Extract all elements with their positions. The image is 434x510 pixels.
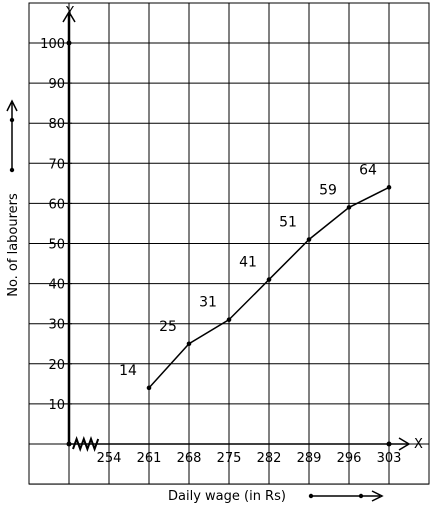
y-tick-label: 20 <box>48 358 65 373</box>
data-label: 25 <box>159 319 177 335</box>
data-label: 14 <box>119 363 137 379</box>
x-tick-label: 282 <box>257 451 282 466</box>
y-direction-dot <box>9 117 15 123</box>
data-point <box>386 185 392 190</box>
y-tick-label: 40 <box>48 278 65 293</box>
x-tick-label: 254 <box>97 451 122 466</box>
data-point <box>346 205 352 210</box>
y-tick-label: 80 <box>48 117 65 132</box>
y-tick-label: 60 <box>48 197 65 212</box>
data-series <box>146 185 392 391</box>
x-axis-letter: X <box>414 437 423 452</box>
x-tick-label: 275 <box>217 451 242 466</box>
x-axis-break-zigzag <box>72 436 100 452</box>
grid <box>28 2 430 485</box>
x-tick-label: 261 <box>137 451 162 466</box>
y-tick-label: 90 <box>48 77 65 92</box>
data-point <box>226 317 232 322</box>
origin-point <box>66 441 72 447</box>
y-axis-arrowhead <box>62 10 76 23</box>
y-tick-label: 100 <box>40 37 65 52</box>
data-point <box>306 237 312 242</box>
y-tick-label: 70 <box>48 157 65 172</box>
data-label: 31 <box>199 295 217 311</box>
data-label: 51 <box>279 214 297 230</box>
x-tick-label: 289 <box>297 451 322 466</box>
data-label: 64 <box>359 162 377 178</box>
x-direction-dot <box>358 493 364 499</box>
data-label: 41 <box>239 255 257 271</box>
y-tick-label: 30 <box>48 318 65 333</box>
x-tick-label: 303 <box>377 451 402 466</box>
y-axis-letter: Y <box>65 5 74 20</box>
y-direction-dot <box>9 167 15 173</box>
x-tick-label: 296 <box>337 451 362 466</box>
data-point <box>146 385 152 391</box>
x-axis-title: Daily wage (in Rs) <box>168 489 286 504</box>
data-point <box>186 341 192 347</box>
axis-arrows <box>6 99 384 502</box>
x-tick-label: 268 <box>177 451 202 466</box>
y-direction-arrowhead <box>6 99 18 112</box>
x-axis-arrowhead <box>398 437 411 451</box>
y-tick-label: 50 <box>48 238 65 253</box>
data-point <box>266 277 272 282</box>
data-label: 59 <box>319 182 337 198</box>
y-tick-label: 10 <box>48 398 65 413</box>
tick-labels: 10 20 30 40 50 60 70 80 90 100 254 261 268 275 282 289 2… <box>40 37 401 466</box>
axes <box>62 10 411 452</box>
x-direction-arrowhead <box>371 490 384 502</box>
data-labels: 14 25 31 41 51 59 64 <box>119 162 377 378</box>
x-direction-dot <box>308 493 314 499</box>
y-axis-title: No. of labourers <box>6 193 21 297</box>
